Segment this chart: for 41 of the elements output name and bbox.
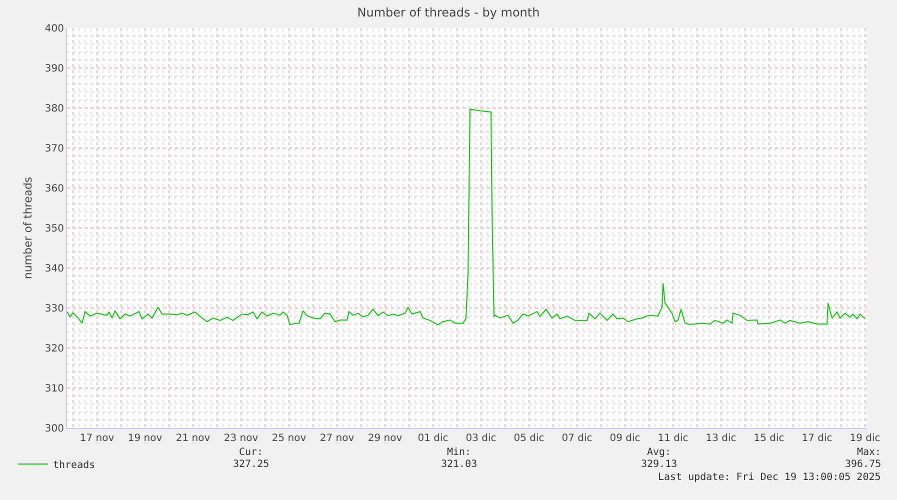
x-tick-label: 19 nov: [128, 433, 162, 444]
text: 321.03: [441, 459, 478, 470]
x-tick-label: 27 nov: [320, 433, 354, 444]
y-tick-label: 300: [44, 424, 64, 434]
line-series: [67, 108, 866, 326]
x-tick-label: 01 dic: [418, 433, 448, 444]
y-tick-label: 310: [44, 384, 64, 394]
x-tick-label: 05 dic: [514, 433, 544, 444]
x-tick-label: 13 dic: [706, 433, 736, 444]
x-tick-label: 17 nov: [80, 433, 114, 444]
text: Min:: [447, 447, 472, 458]
y-tick-label: 380: [44, 104, 64, 114]
x-tick-label: 25 nov: [272, 433, 306, 444]
legend-label: threads: [53, 460, 96, 471]
y-tick-label: 400: [44, 24, 64, 34]
y-tick-label: 390: [44, 64, 64, 74]
y-axis-title: number of threads: [22, 176, 35, 280]
text: Cur:: [239, 447, 264, 458]
x-tick-label: 09 dic: [610, 433, 640, 444]
y-tick-label: 340: [44, 264, 64, 274]
x-tick-label: 11 dic: [658, 433, 688, 444]
text: 329.13: [641, 459, 678, 470]
text: Max:: [857, 447, 882, 458]
text: 327.25: [233, 459, 270, 470]
x-tick-label: 15 dic: [754, 433, 784, 444]
x-tick-label: 29 nov: [368, 433, 402, 444]
x-tick-label: 23 nov: [224, 433, 258, 444]
y-tick-label: 350: [44, 224, 64, 234]
text: 396.75: [845, 459, 882, 470]
text: Avg:: [647, 447, 672, 458]
x-tick-label: 03 dic: [466, 433, 496, 444]
y-tick-label: 330: [44, 304, 64, 314]
y-tick-label: 360: [44, 184, 64, 194]
x-tick-label: 17 dic: [802, 433, 832, 444]
text: Last update: Fri Dec 19 13:00:05 2025: [658, 472, 881, 483]
x-tick-label: 21 nov: [176, 433, 210, 444]
y-tick-label: 320: [44, 344, 64, 354]
y-tick-label: 370: [44, 144, 64, 154]
chart-title: Number of threads - by month: [357, 6, 540, 20]
x-tick-label: 19 dic: [850, 433, 880, 444]
x-tick-label: 07 dic: [562, 433, 592, 444]
